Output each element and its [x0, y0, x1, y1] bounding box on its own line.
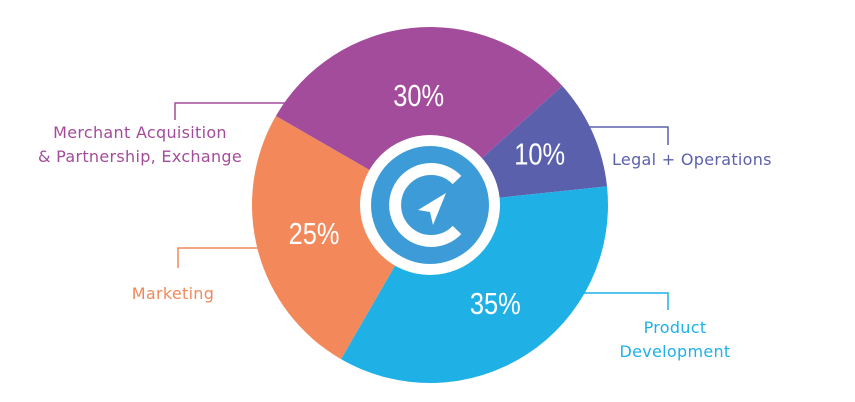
slices	[251, 26, 608, 384]
percent-label: 35%	[470, 286, 521, 321]
slice	[251, 116, 430, 360]
leader-line	[572, 292, 669, 310]
slice-label: Merchant Acquisition & Partnership, Exch…	[37, 123, 243, 166]
leader-line	[174, 102, 290, 120]
leader-line	[177, 247, 332, 268]
slice-label: Legal + Operations	[612, 150, 772, 169]
percent-labels: 30% 10% 35% 25%	[289, 78, 565, 321]
slice	[275, 26, 563, 205]
percent-label: 25%	[289, 217, 340, 252]
leader-line	[588, 126, 669, 145]
leaders	[174, 102, 669, 310]
logo-plane	[418, 193, 446, 225]
logo-c	[389, 163, 462, 247]
percent-label: 30%	[393, 78, 444, 113]
slice-label: Product Development	[619, 318, 731, 361]
percent-label: 10%	[514, 137, 565, 172]
slice-label: Marketing	[131, 284, 215, 303]
slice	[341, 186, 608, 384]
